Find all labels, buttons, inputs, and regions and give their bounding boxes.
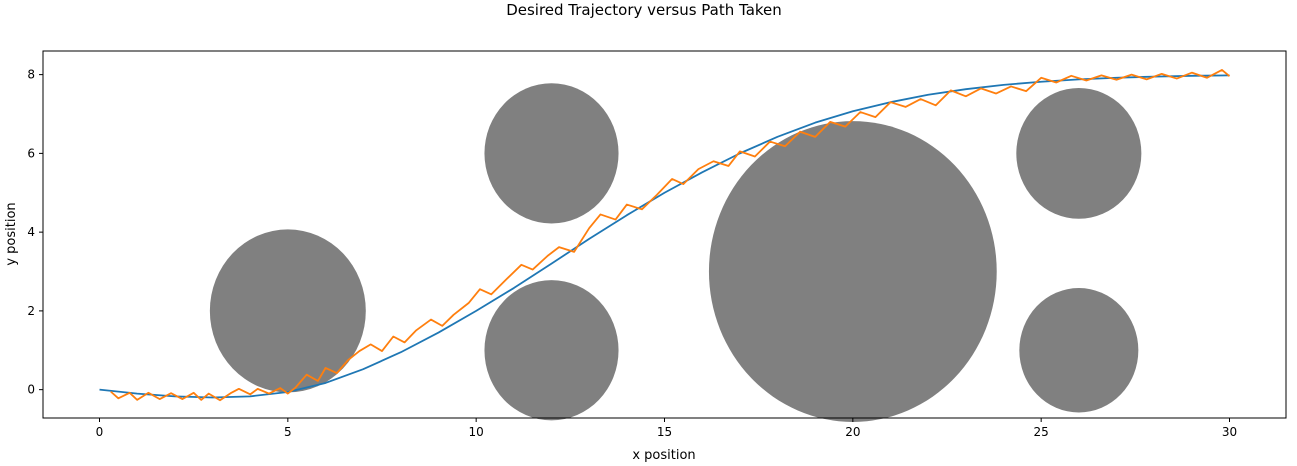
plot-area <box>42 50 1287 422</box>
x-tick-label: 25 <box>1034 425 1049 439</box>
y-axis: 0 2 4 6 8 <box>27 68 43 397</box>
obstacle-5 <box>1016 88 1142 219</box>
obstacle-6 <box>1019 288 1139 413</box>
y-tick-label: 0 <box>27 383 35 397</box>
y-tick-label: 6 <box>27 146 35 160</box>
y-tick-label: 4 <box>27 225 35 239</box>
x-tick-label: 15 <box>657 425 672 439</box>
y-axis-label: y position <box>4 202 19 265</box>
series-line-1 <box>99 74 1230 399</box>
obstacle-3 <box>484 280 619 421</box>
x-axis-label: x position <box>632 448 695 463</box>
chart-title: Desired Trajectory versus Path Taken <box>506 1 782 19</box>
y-tick-label: 2 <box>27 304 35 318</box>
x-axis: 0 5 10 15 20 25 30 <box>96 418 1237 439</box>
x-tick-label: 5 <box>284 425 292 439</box>
obstacle-2 <box>484 83 619 224</box>
x-tick-label: 20 <box>845 425 860 439</box>
series-line-2 <box>110 69 1231 402</box>
x-tick-label: 10 <box>469 425 484 439</box>
obstacle-4 <box>708 121 997 422</box>
obstacle-1 <box>209 229 366 393</box>
obstacles <box>209 83 1142 422</box>
x-tick-label: 30 <box>1222 425 1237 439</box>
x-tick-label: 0 <box>96 425 104 439</box>
series-lines <box>99 69 1231 402</box>
y-tick-label: 8 <box>27 68 35 82</box>
